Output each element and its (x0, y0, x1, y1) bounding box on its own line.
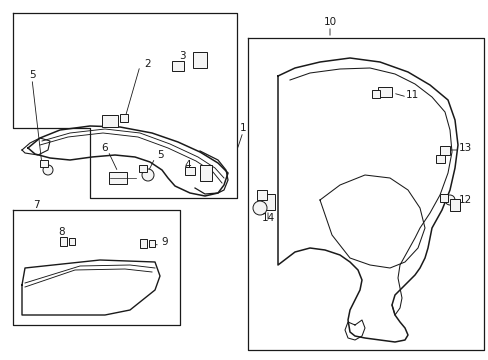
Bar (449, 199, 459, 211)
Text: 14: 14 (261, 213, 274, 223)
Text: 4: 4 (184, 160, 191, 170)
Circle shape (444, 195, 454, 205)
Bar (149, 239, 155, 247)
Bar (109, 172, 127, 184)
Bar (139, 165, 147, 171)
Text: 13: 13 (457, 143, 470, 153)
Text: 11: 11 (405, 90, 418, 100)
Bar (439, 194, 447, 202)
Circle shape (43, 165, 53, 175)
Bar (439, 145, 449, 154)
Bar (371, 90, 379, 98)
Circle shape (252, 201, 266, 215)
Bar (120, 114, 128, 122)
Bar (139, 239, 146, 248)
Bar (69, 238, 75, 244)
Bar (377, 87, 391, 97)
Bar (193, 52, 206, 68)
Text: 12: 12 (457, 195, 470, 205)
Text: 7: 7 (33, 200, 39, 210)
Bar (184, 167, 195, 175)
Bar (435, 155, 444, 163)
Text: 1: 1 (239, 123, 246, 133)
Text: 5: 5 (29, 70, 35, 80)
Text: 5: 5 (156, 150, 163, 160)
Bar (200, 165, 212, 181)
Text: 6: 6 (102, 143, 108, 153)
Bar (261, 194, 274, 210)
Text: 9: 9 (162, 237, 168, 247)
Bar (257, 190, 266, 200)
Bar (172, 61, 183, 71)
Bar (102, 115, 118, 127)
Text: 3: 3 (178, 51, 185, 61)
Text: 8: 8 (59, 227, 65, 237)
Circle shape (142, 169, 154, 181)
Bar (60, 237, 66, 246)
Text: 10: 10 (323, 17, 336, 27)
Bar (40, 159, 48, 166)
Text: 2: 2 (144, 59, 151, 69)
